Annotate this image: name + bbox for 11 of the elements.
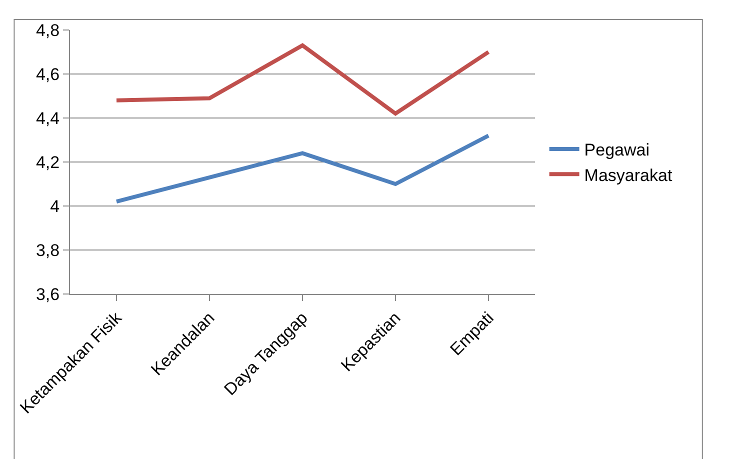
y-tick-label: 4 <box>50 196 60 216</box>
legend-label: Masyarakat <box>584 166 672 185</box>
y-tick-label: 4,2 <box>36 152 60 172</box>
y-tick-label: 4,4 <box>36 108 60 128</box>
y-tick-label: 3,6 <box>36 284 60 304</box>
y-tick-label: 3,8 <box>36 240 60 260</box>
line-series <box>114 43 490 116</box>
line-series <box>114 134 490 204</box>
legend-label: Pegawai <box>584 140 650 160</box>
y-tick-label: 4,8 <box>36 20 60 40</box>
y-tick-label: 4,6 <box>36 64 60 84</box>
